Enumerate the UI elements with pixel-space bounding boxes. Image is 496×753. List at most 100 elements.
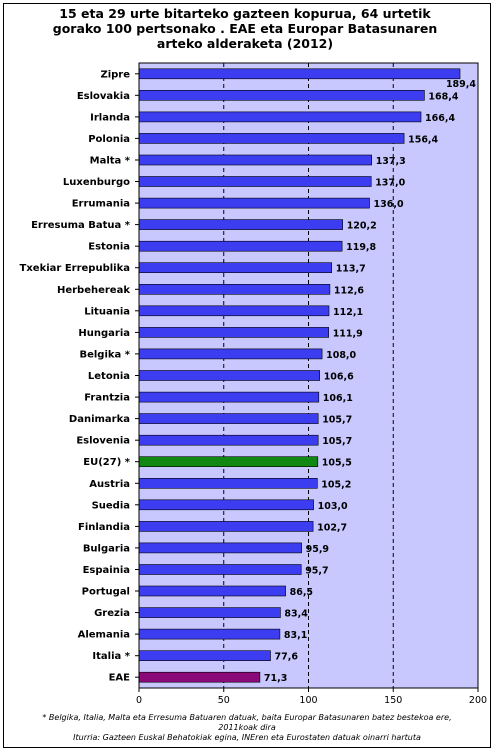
bar xyxy=(138,370,320,381)
category-label: Suedia xyxy=(92,500,130,511)
category-label: Eslovakia xyxy=(77,91,130,102)
bar xyxy=(138,90,425,101)
category-label: Grezia xyxy=(94,608,130,619)
category-label: Letonia xyxy=(88,371,130,382)
bar xyxy=(138,456,319,468)
category-labels: Zipre Eslovakia Irlanda Polonia Malta * Luxen… xyxy=(20,69,139,684)
bar xyxy=(138,133,405,144)
category-label: Malta * xyxy=(90,156,131,167)
bar xyxy=(138,671,261,683)
category-label: Alemania xyxy=(78,630,130,641)
bar xyxy=(138,564,302,575)
value-label: 189,4 xyxy=(446,79,476,90)
bar xyxy=(138,197,370,209)
value-label: 113,7 xyxy=(336,264,366,275)
category-label: Txekiar Errepublika xyxy=(20,263,130,274)
category-label: Espainia xyxy=(83,565,130,576)
value-label: 166,4 xyxy=(425,113,455,124)
category-label: Irlanda xyxy=(90,112,130,123)
x-tick-label: 200 xyxy=(469,695,487,706)
category-label: Danimarka xyxy=(69,414,130,425)
x-tick-label: 150 xyxy=(384,695,402,706)
category-label: Belgika * xyxy=(79,349,130,360)
bar xyxy=(138,499,314,511)
x-tick-label: 100 xyxy=(299,695,317,706)
value-label: 137,0 xyxy=(375,178,405,189)
title-line-1: 15 eta 29 urte bitarteko gazteen kopurua… xyxy=(59,6,431,21)
value-label: 105,2 xyxy=(321,479,351,490)
axes xyxy=(138,62,479,692)
bar xyxy=(138,542,302,554)
category-label: Herbehereak xyxy=(57,285,130,296)
bar xyxy=(138,283,331,295)
value-label: 105,7 xyxy=(322,436,352,447)
category-label: Estonia xyxy=(88,242,130,253)
bar xyxy=(138,413,319,424)
bar xyxy=(138,68,461,80)
value-label: 95,9 xyxy=(306,544,329,555)
category-label: Italia * xyxy=(92,651,130,662)
bar xyxy=(138,521,314,532)
bar xyxy=(138,628,281,640)
bar xyxy=(138,262,332,274)
value-label: 106,6 xyxy=(324,372,354,383)
footnote: * Belgika, Italia, Malta eta Erresuma Ba… xyxy=(12,713,482,743)
category-label: Bulgaria xyxy=(83,543,130,554)
bar xyxy=(138,111,422,123)
bar xyxy=(138,391,320,403)
footnote-line-2: 2011koak dira xyxy=(218,723,276,732)
bars-group xyxy=(138,68,461,683)
bar xyxy=(138,240,343,252)
bar xyxy=(138,327,329,338)
category-label: EU(27) * xyxy=(83,457,130,468)
bar xyxy=(138,607,281,618)
footnote-line-1: * Belgika, Italia, Malta eta Erresuma Ba… xyxy=(42,713,452,722)
value-label: 168,4 xyxy=(428,91,458,102)
bar xyxy=(138,176,372,187)
category-label: Erresuma Batua * xyxy=(31,220,131,231)
title-line-3: arteko alderaketa (2012) xyxy=(156,36,334,51)
category-label: Portugal xyxy=(82,587,130,598)
value-label: 71,3 xyxy=(264,673,287,684)
value-label: 112,1 xyxy=(333,307,363,318)
grid-lines xyxy=(223,63,394,688)
bar xyxy=(138,219,343,230)
category-label: Errumania xyxy=(72,199,130,210)
x-tick-label: 0 xyxy=(136,695,142,706)
category-label: Polonia xyxy=(88,134,130,145)
bar xyxy=(138,585,286,597)
value-label: 136,0 xyxy=(374,199,404,210)
value-label: 106,1 xyxy=(323,393,353,404)
category-label: Zipre xyxy=(100,69,130,80)
value-label: 156,4 xyxy=(408,134,438,145)
value-label: 105,7 xyxy=(322,415,352,426)
category-label: Eslovenia xyxy=(76,436,130,447)
value-label: 119,8 xyxy=(346,242,376,253)
value-label: 103,0 xyxy=(318,501,348,512)
footnote-line-3: Iturria: Gazteen Euskal Behatokiak egina… xyxy=(73,733,421,742)
bar xyxy=(138,477,318,489)
category-label: Austria xyxy=(89,479,130,490)
category-label: Hungaria xyxy=(78,328,130,339)
value-label: 105,5 xyxy=(322,458,352,469)
category-label: Lituania xyxy=(84,306,130,317)
value-label: 83,1 xyxy=(284,630,307,641)
category-label: Luxenburgo xyxy=(63,177,130,188)
value-label: 102,7 xyxy=(317,522,347,533)
bar xyxy=(138,305,330,317)
title-line-2: gorako 100 pertsonako . EAE eta Europar … xyxy=(52,21,438,36)
bar xyxy=(138,650,271,662)
bar xyxy=(138,348,323,360)
category-label: Frantzia xyxy=(84,393,130,404)
value-label: 83,4 xyxy=(284,609,308,620)
value-label: 77,6 xyxy=(275,652,299,663)
category-label: EAE xyxy=(109,673,131,684)
value-label: 108,0 xyxy=(326,350,356,361)
value-label: 112,6 xyxy=(334,285,364,296)
value-label: 95,7 xyxy=(305,566,328,577)
tick-labels: 0 50 100 150 200 xyxy=(136,695,487,706)
x-tick-label: 50 xyxy=(218,695,230,706)
value-label: 120,2 xyxy=(347,221,377,232)
